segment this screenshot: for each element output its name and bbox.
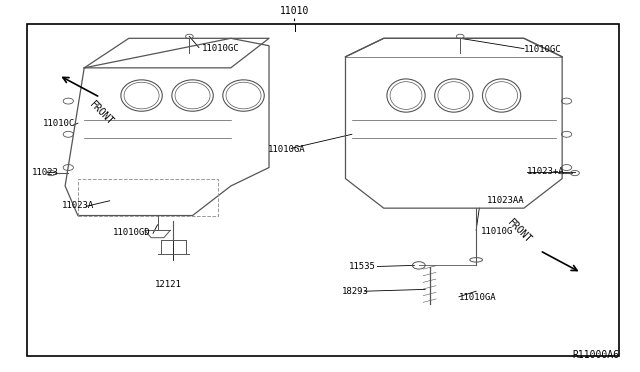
Text: 11023AA: 11023AA [487,196,525,205]
Text: FRONT: FRONT [506,217,534,245]
Text: 18293: 18293 [342,288,369,296]
Text: 11023+A: 11023+A [527,167,564,176]
Text: 11023A: 11023A [62,201,94,210]
Text: 11010GA: 11010GA [459,294,497,302]
Text: 11535: 11535 [349,262,376,271]
Text: 11023: 11023 [32,168,59,177]
Text: 11010C: 11010C [43,119,75,128]
Text: 11010GA: 11010GA [268,145,305,154]
Text: 11010GC: 11010GC [524,45,561,54]
Text: 11010GC: 11010GC [202,44,240,53]
Text: 11010: 11010 [280,6,309,16]
Text: 12121: 12121 [155,280,182,289]
Text: R11000A6: R11000A6 [573,350,620,359]
Text: FRONT: FRONT [88,99,115,127]
Text: 11010G: 11010G [481,227,513,235]
Text: 11010GD: 11010GD [113,228,150,237]
